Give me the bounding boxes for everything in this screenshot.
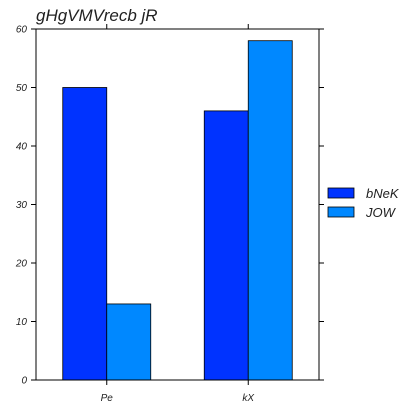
y-tick-label: 60 [16,25,28,36]
bar-JOW-kX [247,40,293,381]
x-tick-label: Pe [101,393,114,404]
plot-area: 0 10 20 30 40 50 60 Pe kX [15,24,324,404]
bar-bNeK-Pe [62,87,108,381]
x-tick-label: kX [242,393,254,404]
legend-label-JOW: JOW [365,205,397,220]
chart-title: gHgVMVrecb jR [36,6,158,25]
bar-bNeK-kX [203,110,249,381]
y-tick-label: 20 [15,259,28,270]
y-tick-label: 0 [21,376,27,387]
legend-swatch-bNeK [327,187,355,199]
chart-legend: bNeK JOW [327,186,400,220]
legend-swatch-JOW [327,206,355,218]
y-tick-label: 40 [16,142,28,153]
y-tick-label: 50 [16,83,28,94]
y-tick-label: 10 [16,317,28,328]
bar-JOW-Pe [106,303,152,381]
y-tick-label: 30 [16,200,28,211]
legend-label-bNeK: bNeK [366,186,400,201]
